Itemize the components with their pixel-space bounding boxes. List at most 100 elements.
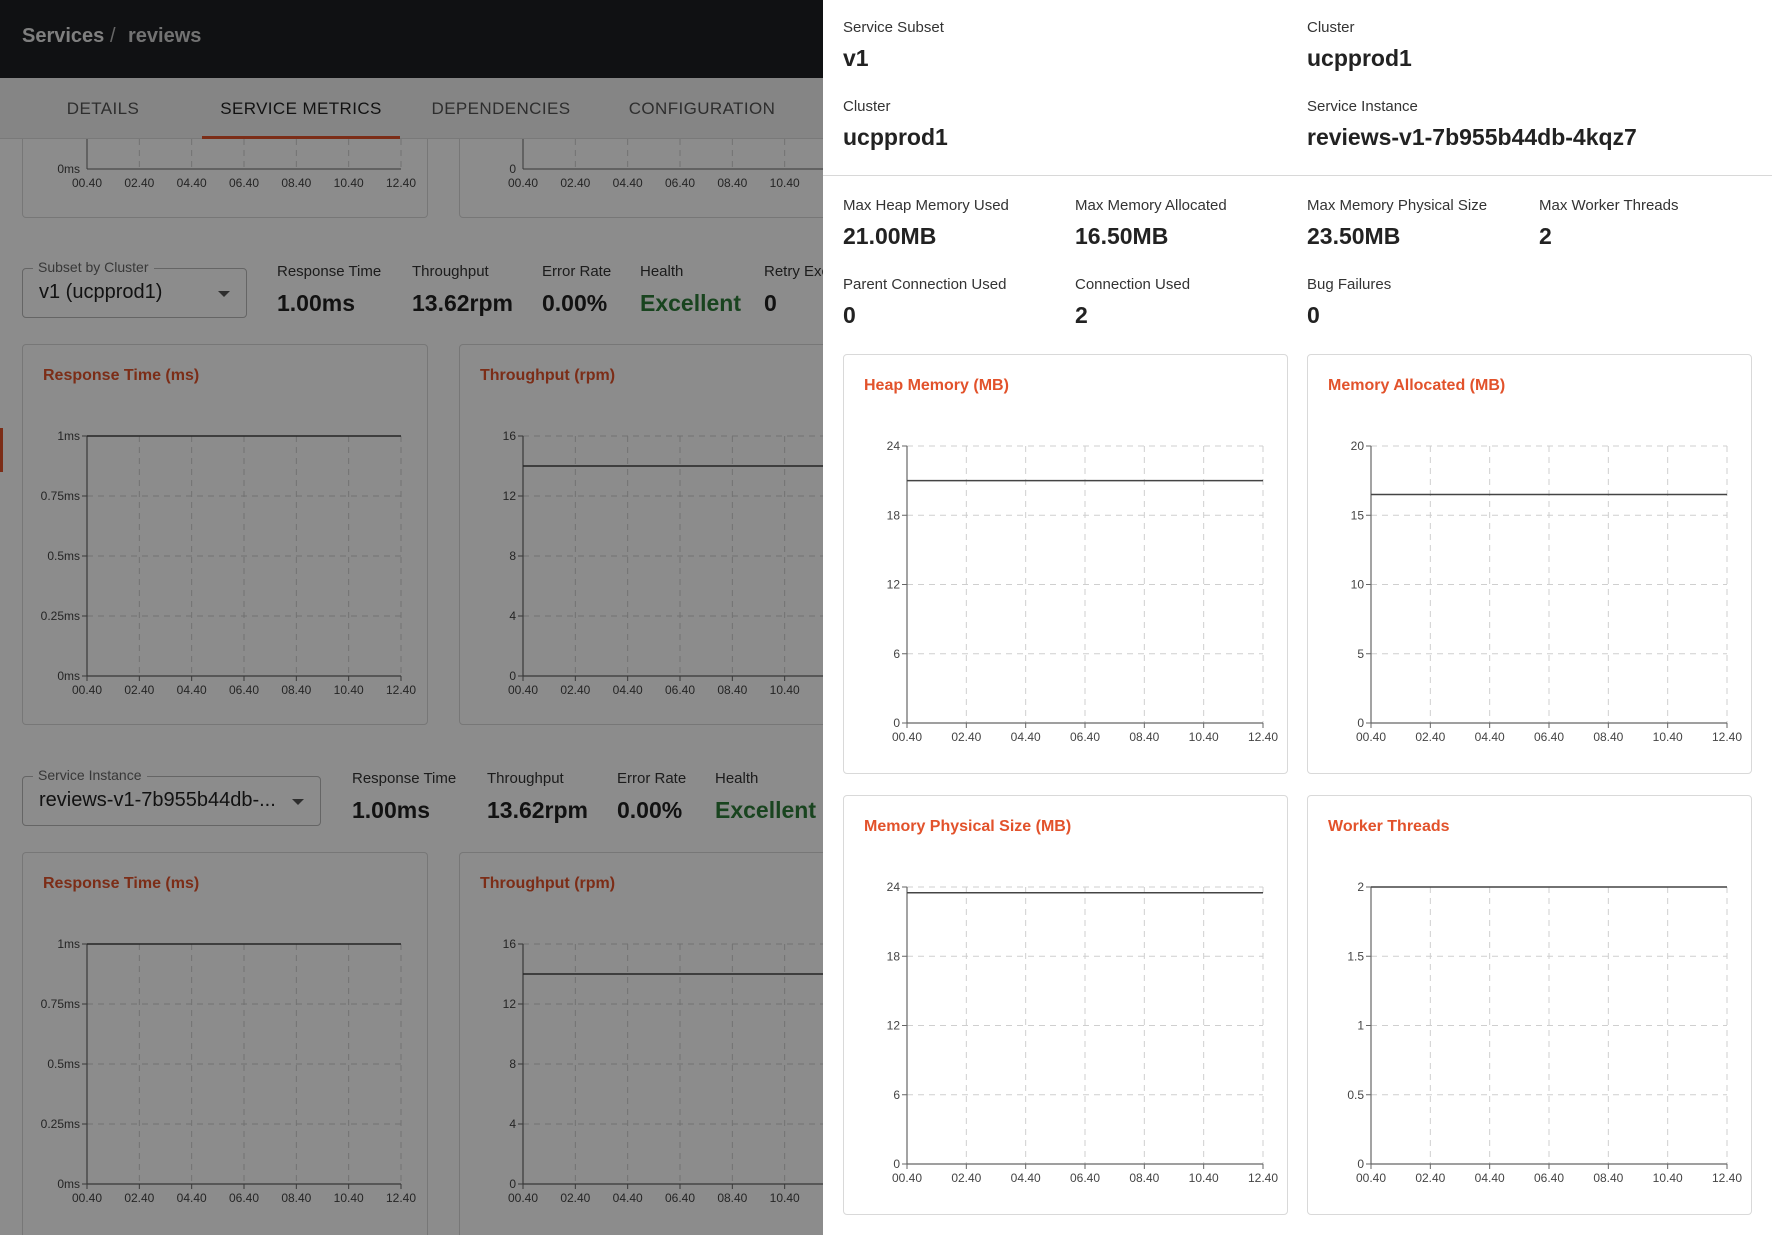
x-tick-label: 12.40 — [386, 1191, 416, 1205]
y-tick-label: 0 — [893, 1157, 900, 1171]
x-tick-label: 08.40 — [1129, 1171, 1159, 1185]
x-tick-label: 12.40 — [386, 176, 416, 190]
grid — [907, 886, 1264, 1164]
x-tick-label: 10.40 — [1189, 1171, 1219, 1185]
instance-stat-health: Health Excellent — [715, 770, 816, 823]
left-accent-bar — [0, 428, 3, 472]
y-tick-label: 1ms — [57, 429, 80, 443]
tab-details[interactable]: DETAILS — [66, 99, 140, 118]
x-tick-label: 04.40 — [1011, 1171, 1041, 1185]
x-tick-label: 04.40 — [613, 176, 643, 190]
y-tick-label: 15 — [1351, 508, 1365, 522]
worker-threads-chart-card: Worker Threads 0 0.5 1 1.5 2 00.40 02.40 04.40 0… — [1307, 795, 1752, 1215]
instance-throughput-chart-title: Throughput (rpm) — [480, 875, 616, 892]
x-tick-label: 02.40 — [560, 176, 590, 190]
x-tick-label: 06.40 — [1070, 730, 1100, 744]
field-cluster-top: Cluster ucpprod1 — [1307, 19, 1412, 71]
y-tick-label: 24 — [887, 880, 901, 894]
subset-cluster-value: v1 (ucpprod1) — [39, 281, 163, 303]
y-tick-label: 18 — [887, 949, 901, 963]
top-response-chart-card: 0ms 00.40 02.40 04.40 06.40 08.40 10.40 12.40 — [22, 139, 428, 218]
metric-max-memory-physical-size: Max Memory Physical Size 23.50MB — [1307, 197, 1488, 249]
memory-allocated-chart: 0 5 10 15 20 00.40 02.40 04.40 06.40 08.40 10.40 12… — [1351, 439, 1743, 744]
subset-cluster-select[interactable]: Subset by Cluster v1 (ucpprod1) — [22, 259, 247, 318]
x-tick-label: 12.40 — [1712, 1171, 1742, 1185]
y-tick-label: 0.5ms — [47, 549, 80, 563]
x-tick-label: 08.40 — [1593, 1171, 1623, 1185]
x-tick-label: 04.40 — [613, 1191, 643, 1205]
breadcrumb-separator: / — [110, 25, 116, 47]
instance-response-chart-card: Response Time (ms) 0ms 0.25ms 0.5ms 0.75ms 1… — [22, 852, 428, 1235]
tab-service-metrics[interactable]: SERVICE METRICS — [202, 78, 400, 139]
x-tick-label: 10.40 — [770, 176, 800, 190]
y-tick-label: 8 — [509, 1057, 516, 1071]
worker-threads-chart: 0 0.5 1 1.5 2 00.40 02.40 04.40 06.40 08.40 10.40 1… — [1347, 880, 1742, 1185]
x-tick-label: 10.40 — [334, 683, 364, 697]
x-tick-label: 00.40 — [508, 683, 538, 697]
y-tick-label: 1.5 — [1347, 949, 1364, 963]
tab-dependencies[interactable]: DEPENDENCIES — [431, 99, 571, 118]
x-tick-label: 12.40 — [386, 683, 416, 697]
field-cluster: Cluster ucpprod1 — [843, 98, 948, 150]
y-tick-label: 20 — [1351, 439, 1365, 453]
y-tick-label: 0.75ms — [41, 997, 80, 1011]
metric-max-memory-allocated: Max Memory Allocated 16.50MB — [1075, 197, 1227, 249]
y-tick-label: 0 — [893, 716, 900, 730]
memory-physical-size-chart: 0 6 12 18 24 00.40 02.40 04.40 06.40 08.40 10.40 12… — [887, 880, 1279, 1185]
y-tick-label: 0 — [1357, 716, 1364, 730]
x-tick-label: 02.40 — [560, 683, 590, 697]
metric-parent-connection-used: Parent Connection Used 0 — [843, 276, 1007, 328]
subset-throughput-chart: 0 4 8 12 16 00.40 02.40 04.40 06.40 08.40 10.40 — [503, 429, 840, 697]
top-throughput-chart-card: 0 00.40 02.40 04.40 06.40 08.40 10.40 — [459, 139, 839, 218]
modal-backdrop[interactable] — [0, 0, 823, 1235]
memory-allocated-chart-title: Memory Allocated (MB) — [1328, 377, 1506, 394]
y-tick-label: 0 — [509, 162, 516, 176]
tab-configuration[interactable]: CONFIGURATION — [628, 99, 776, 118]
x-tick-label: 06.40 — [229, 1191, 259, 1205]
x-tick-label: 12.40 — [1248, 1171, 1278, 1185]
x-tick-label: 04.40 — [177, 683, 207, 697]
y-tick-label: 4 — [509, 609, 516, 623]
metric-bug-failures: Bug Failures 0 — [1307, 276, 1392, 328]
x-tick-label: 00.40 — [1356, 730, 1386, 744]
x-tick-label: 10.40 — [1653, 1171, 1683, 1185]
subset-response-chart-title: Response Time (ms) — [43, 367, 200, 384]
grid — [1371, 445, 1728, 723]
x-tick-label: 10.40 — [1653, 730, 1683, 744]
top-throughput-chart: 000.40 02.40 04.40 06.40 08.40 10.40 — [508, 139, 837, 190]
x-tick-label: 00.40 — [72, 1191, 102, 1205]
x-tick-label: 10.40 — [770, 1191, 800, 1205]
y-tick-label: 0ms — [57, 1177, 80, 1191]
x-tick-label: 10.40 — [334, 1191, 364, 1205]
subset-cluster-label: Subset by Cluster — [33, 259, 154, 275]
memory-physical-size-chart-card: Memory Physical Size (MB) 0 6 12 18 24 00.40 0… — [843, 795, 1288, 1215]
subset-stat-response-time: Response Time 1.00ms — [277, 263, 382, 316]
y-tick-label: 0ms — [57, 669, 80, 683]
subset-stat-retry: Retry Exc 0 — [764, 263, 830, 316]
x-tick-label: 10.40 — [334, 176, 364, 190]
y-tick-label: 0 — [1357, 1157, 1364, 1171]
y-tick-label: 10 — [1351, 578, 1365, 592]
x-tick-label: 08.40 — [281, 683, 311, 697]
grid — [523, 943, 837, 1184]
breadcrumb-services[interactable]: Services — [22, 25, 105, 47]
chevron-down-icon — [218, 291, 230, 297]
service-instance-select[interactable]: Service Instance reviews-v1-7b955b44db-.… — [22, 767, 321, 826]
x-tick-label: 00.40 — [892, 730, 922, 744]
instance-detail-drawer: Service Subset v1 Cluster ucpprod1 Clust… — [823, 0, 1772, 1235]
y-tick-label: 0 — [509, 1177, 516, 1191]
y-tick-label: 6 — [893, 1088, 900, 1102]
x-tick-label: 08.40 — [281, 1191, 311, 1205]
y-tick-label: 12 — [503, 997, 517, 1011]
x-tick-label: 08.40 — [717, 683, 747, 697]
breadcrumb-current: reviews — [128, 25, 202, 47]
heap-memory-chart-card: Heap Memory (MB) 0 6 12 18 24 00.40 02.40 04.40… — [843, 354, 1288, 774]
drawer-divider — [823, 175, 1772, 176]
x-tick-label: 10.40 — [770, 683, 800, 697]
y-tick-label: 12 — [887, 1019, 901, 1033]
x-tick-label: 04.40 — [613, 683, 643, 697]
x-tick-label: 04.40 — [1475, 1171, 1505, 1185]
y-tick-label: 0ms — [57, 162, 80, 176]
x-tick-label: 12.40 — [1248, 730, 1278, 744]
x-tick-label: 10.40 — [1189, 730, 1219, 744]
